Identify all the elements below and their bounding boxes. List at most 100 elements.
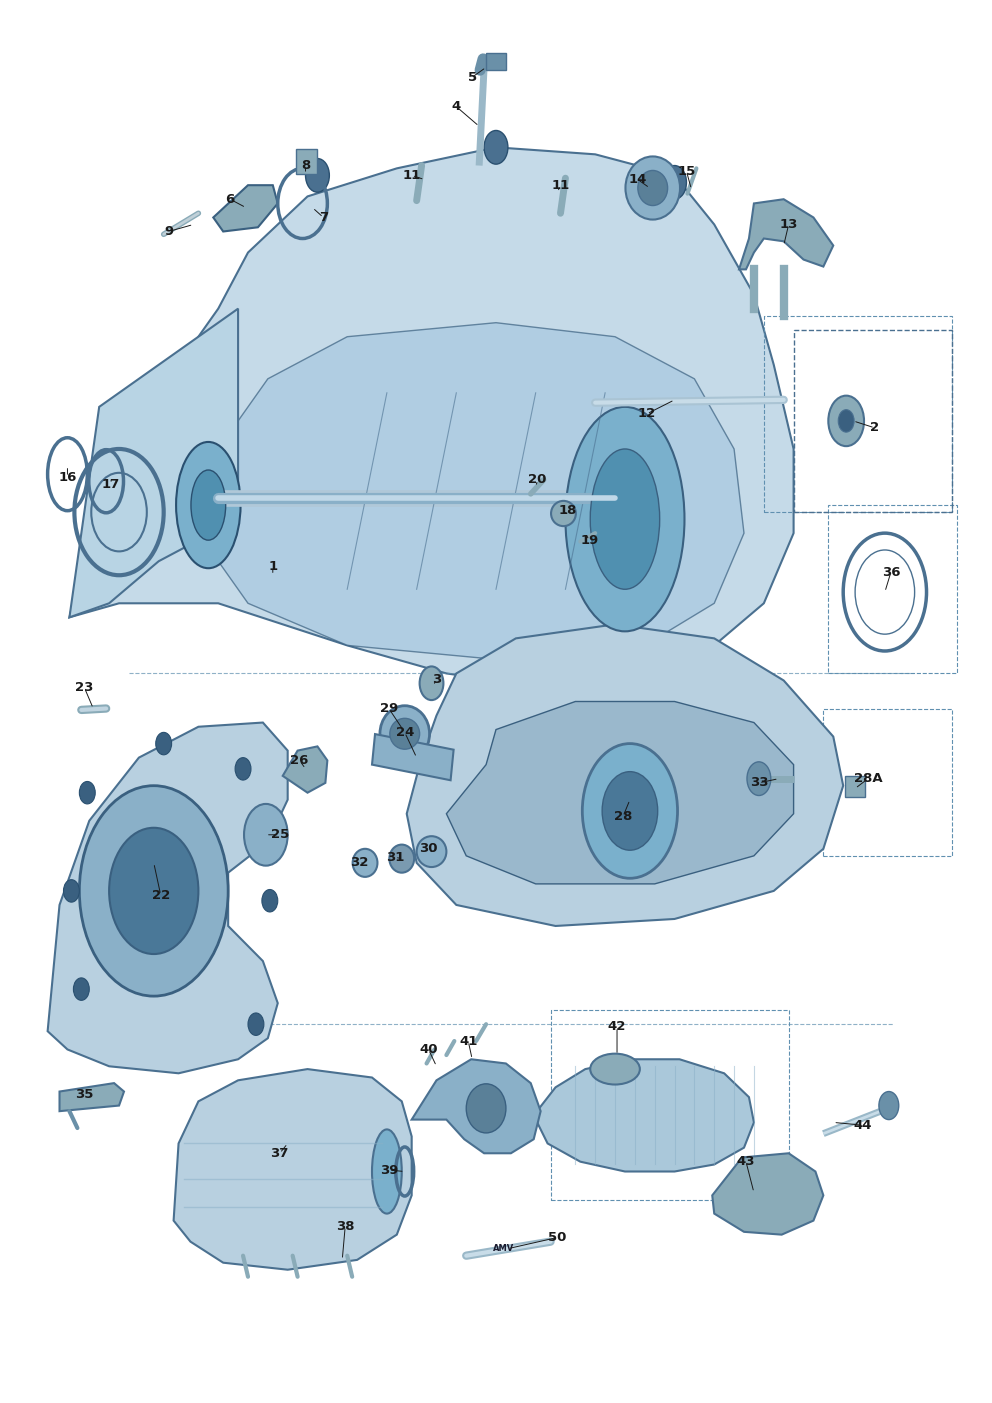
Text: 3: 3 xyxy=(432,672,441,686)
Ellipse shape xyxy=(590,449,660,589)
Circle shape xyxy=(79,786,228,996)
Text: 25: 25 xyxy=(271,828,289,842)
Circle shape xyxy=(248,1013,264,1035)
Polygon shape xyxy=(69,309,238,617)
Polygon shape xyxy=(213,185,278,231)
Text: 40: 40 xyxy=(420,1042,437,1056)
Text: 7: 7 xyxy=(318,210,328,224)
Text: 38: 38 xyxy=(336,1219,354,1233)
Polygon shape xyxy=(407,624,843,926)
Ellipse shape xyxy=(177,442,240,568)
Polygon shape xyxy=(198,323,744,659)
Text: 42: 42 xyxy=(608,1020,626,1034)
Text: 43: 43 xyxy=(737,1155,755,1169)
Polygon shape xyxy=(534,1059,754,1172)
Circle shape xyxy=(663,166,686,199)
Text: 17: 17 xyxy=(102,477,120,491)
Circle shape xyxy=(244,804,288,866)
Text: 9: 9 xyxy=(164,224,174,239)
Text: 33: 33 xyxy=(750,776,768,790)
Polygon shape xyxy=(446,702,794,884)
Ellipse shape xyxy=(353,849,377,877)
Ellipse shape xyxy=(466,1083,506,1134)
Circle shape xyxy=(156,732,172,755)
Circle shape xyxy=(73,978,89,1000)
Text: 12: 12 xyxy=(638,407,656,421)
Ellipse shape xyxy=(565,407,684,631)
Circle shape xyxy=(828,396,864,446)
Text: 32: 32 xyxy=(350,856,368,870)
Bar xyxy=(828,505,957,673)
Text: 6: 6 xyxy=(225,192,235,206)
Text: 5: 5 xyxy=(467,70,477,84)
Text: 11: 11 xyxy=(403,168,421,182)
Text: 18: 18 xyxy=(558,504,576,518)
Ellipse shape xyxy=(551,501,575,526)
Text: 4: 4 xyxy=(451,100,461,114)
Text: 13: 13 xyxy=(780,217,798,231)
Text: 22: 22 xyxy=(152,888,170,902)
Circle shape xyxy=(582,744,678,878)
Text: 2: 2 xyxy=(870,421,880,435)
Ellipse shape xyxy=(380,706,430,762)
Text: 16: 16 xyxy=(59,470,76,484)
Ellipse shape xyxy=(417,836,446,867)
Text: 37: 37 xyxy=(271,1146,289,1160)
Text: 41: 41 xyxy=(459,1034,477,1048)
Circle shape xyxy=(262,890,278,912)
Text: 50: 50 xyxy=(549,1230,566,1244)
Text: 28: 28 xyxy=(614,810,632,824)
Ellipse shape xyxy=(590,1054,640,1085)
Polygon shape xyxy=(412,1059,541,1153)
Text: 8: 8 xyxy=(301,159,310,173)
Polygon shape xyxy=(283,746,327,793)
Bar xyxy=(296,149,317,174)
Polygon shape xyxy=(48,723,288,1073)
Text: 28A: 28A xyxy=(854,772,882,786)
Text: 44: 44 xyxy=(854,1118,872,1132)
Bar xyxy=(794,330,952,512)
Ellipse shape xyxy=(390,718,420,749)
Circle shape xyxy=(838,410,854,432)
Text: 20: 20 xyxy=(529,473,547,487)
Circle shape xyxy=(484,130,508,164)
Bar xyxy=(372,734,453,780)
Bar xyxy=(823,709,952,856)
Text: 35: 35 xyxy=(75,1087,93,1101)
Circle shape xyxy=(109,828,198,954)
Text: 36: 36 xyxy=(882,565,900,579)
Ellipse shape xyxy=(190,470,226,540)
Circle shape xyxy=(420,666,443,700)
Ellipse shape xyxy=(390,845,415,873)
Circle shape xyxy=(235,758,251,780)
Bar xyxy=(845,776,865,797)
Circle shape xyxy=(747,762,771,796)
Polygon shape xyxy=(69,147,794,687)
Circle shape xyxy=(63,880,79,902)
Polygon shape xyxy=(739,199,833,269)
Circle shape xyxy=(602,772,658,850)
Bar xyxy=(486,53,506,70)
Bar xyxy=(764,316,952,512)
Circle shape xyxy=(306,159,329,192)
Text: 29: 29 xyxy=(380,702,398,716)
Polygon shape xyxy=(174,1069,412,1270)
Text: AMV: AMV xyxy=(493,1244,515,1253)
Polygon shape xyxy=(712,1153,823,1235)
Text: 39: 39 xyxy=(380,1163,398,1177)
Ellipse shape xyxy=(372,1129,402,1214)
Ellipse shape xyxy=(638,171,668,206)
Ellipse shape xyxy=(625,157,681,219)
Text: 15: 15 xyxy=(678,164,695,178)
Text: 19: 19 xyxy=(580,533,598,547)
Text: 23: 23 xyxy=(75,680,93,694)
Text: 24: 24 xyxy=(396,725,414,739)
Circle shape xyxy=(879,1092,899,1120)
Text: 1: 1 xyxy=(268,560,278,574)
Text: 31: 31 xyxy=(386,850,404,864)
Circle shape xyxy=(79,781,95,804)
Text: 14: 14 xyxy=(629,173,647,187)
Text: 11: 11 xyxy=(552,178,569,192)
Bar xyxy=(551,1010,789,1200)
Text: 26: 26 xyxy=(291,753,309,767)
